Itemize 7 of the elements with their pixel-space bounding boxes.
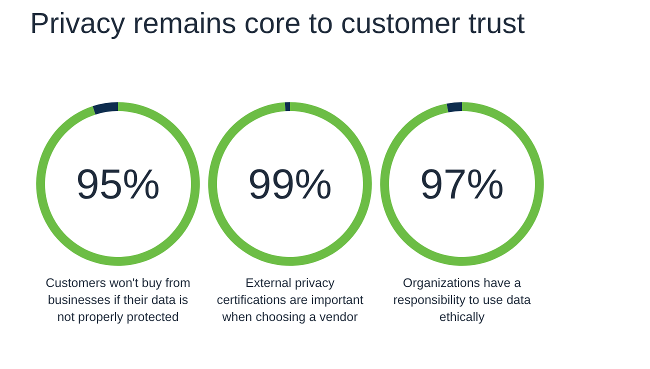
- text: Organizations have a responsibility to use data ethically: [392, 275, 532, 326]
- data-label: 97%: [420, 160, 504, 208]
- text: Customers won't buy from businesses if their data is not properly protected: [44, 275, 192, 326]
- data-label: 99%: [248, 160, 332, 208]
- text: External privacy certifications are important when choosing a vendor: [216, 275, 364, 326]
- text: Privacy remains core to customer trust: [30, 8, 525, 41]
- data-label: 95%: [76, 160, 160, 208]
